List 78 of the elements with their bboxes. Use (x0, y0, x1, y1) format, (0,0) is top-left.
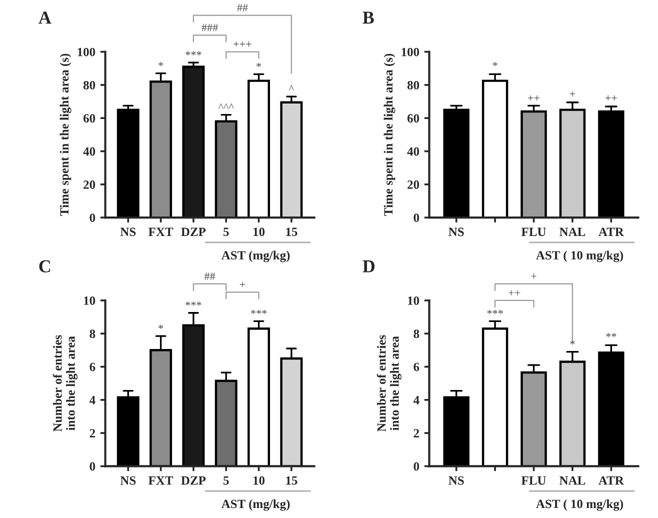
annotation: *** (250, 310, 267, 314)
x-tick-label: NS (448, 228, 464, 236)
y-axis-title: Time spent in the light area (s) (60, 54, 72, 216)
y-tick-label: 10 (408, 296, 420, 305)
y-tick-label: 6 (90, 362, 96, 372)
y-axis-title: Number of entries into the light area (376, 335, 402, 432)
y-tick-label: 40 (407, 147, 420, 156)
x-tick-label: ATR (598, 228, 624, 236)
x-tick-label: FLU (521, 476, 546, 485)
x-tick-label: 5 (223, 228, 229, 236)
x-tick-label: FLU (521, 228, 546, 236)
text: ## (204, 272, 216, 280)
y-tick-label: 100 (402, 48, 420, 56)
text: ++ (508, 290, 520, 296)
y-tick-label: 80 (407, 80, 420, 90)
chart-title: B (362, 12, 374, 24)
x-tick-label: NS (120, 228, 136, 236)
text: +++ (234, 42, 252, 47)
y-tick-label: 100 (78, 48, 96, 56)
annotation: ++ (605, 95, 617, 101)
x-tick-label: DZP (181, 476, 206, 485)
y-tick-label: 0 (90, 462, 96, 471)
y-tick-label: 40 (83, 147, 96, 156)
text: AST (mg/kg) (221, 250, 290, 262)
annotation: ++ (528, 95, 540, 101)
y-tick-label: 6 (414, 362, 420, 372)
annotation: * (570, 340, 575, 345)
y-tick-label: 0 (414, 214, 420, 222)
chart-title: D (362, 260, 375, 272)
annotation: *** (487, 310, 503, 314)
annotation: + (570, 91, 576, 96)
x-tick-label: 15 (286, 476, 298, 485)
x-tick-label: FXT (148, 476, 174, 485)
text: + (531, 274, 536, 279)
y-tick-label: 20 (408, 180, 420, 189)
annotation: * (158, 62, 164, 66)
y-axis-title: Number of entries into the light area (52, 335, 78, 432)
x-tick-label: 5 (223, 476, 229, 485)
x-tick-label: FXT (148, 228, 174, 236)
x-tick-label: NS (448, 476, 464, 485)
x-tick-label: NAL (560, 476, 586, 485)
y-tick-label: 8 (90, 330, 96, 338)
text: ## (237, 4, 248, 12)
x-tick-label: DZP (181, 228, 206, 236)
y-tick-label: 80 (83, 80, 96, 90)
text: AST ( 10 mg/kg) (536, 250, 624, 262)
annotation: *** (186, 51, 202, 56)
x-tick-label: ATR (598, 476, 624, 485)
y-tick-label: 4 (89, 396, 96, 404)
text: ### (202, 24, 218, 32)
text: AST ( 10 mg/kg) (536, 499, 624, 511)
chart-title: C (39, 260, 50, 272)
x-tick-label: NS (120, 476, 136, 485)
chart-title: A (38, 12, 52, 24)
x-tick-label: 10 (254, 228, 265, 236)
annotation: ^^^ (218, 103, 234, 109)
y-tick-label: 0 (414, 462, 420, 471)
y-tick-label: 8 (414, 330, 420, 338)
y-axis-title: Time spent in the light area (s) (384, 54, 396, 216)
annotation: ^ (288, 85, 294, 90)
text: + (240, 282, 246, 288)
y-tick-label: 60 (407, 114, 420, 123)
y-tick-label: 20 (84, 180, 96, 189)
x-tick-label: 15 (286, 228, 298, 236)
annotation: * (256, 62, 262, 67)
y-tick-label: 2 (90, 429, 96, 438)
y-tick-label: 10 (84, 296, 96, 305)
y-tick-label: 2 (414, 429, 419, 438)
text: AST (mg/kg) (221, 499, 290, 511)
x-tick-label: 10 (254, 476, 265, 485)
annotation: * (158, 324, 164, 329)
y-tick-label: 0 (90, 214, 96, 222)
y-tick-label: 60 (83, 114, 96, 123)
annotation: ** (606, 333, 616, 338)
y-tick-label: 4 (413, 396, 420, 404)
x-tick-label: NAL (560, 228, 586, 236)
annotation: *** (186, 302, 202, 306)
annotation: * (492, 62, 498, 66)
